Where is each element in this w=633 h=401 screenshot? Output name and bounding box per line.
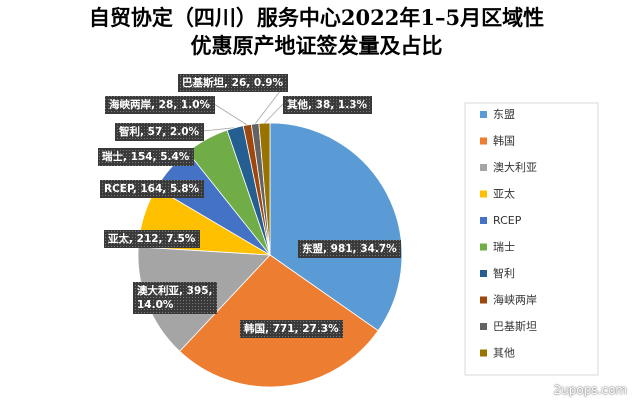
- legend-label-0: 东盟: [493, 108, 515, 121]
- legend-label-4: RCEP: [493, 214, 522, 227]
- data-label-bg-9: [283, 96, 372, 114]
- legend-box: [464, 102, 599, 376]
- data-label-text-9-0: 其他, 38, 1.3%: [287, 98, 368, 111]
- pie-slice-0: [269, 122, 403, 332]
- data-label-text-8-0: 巴基斯坦, 26, 0.9%: [182, 76, 284, 89]
- data-label-text-6-0: 智利, 57, 2.0%: [118, 125, 200, 138]
- data-label-3: 亚太, 212, 7.5%: [104, 230, 200, 248]
- data-label-text-3-0: 亚太, 212, 7.5%: [108, 232, 196, 245]
- data-label-bg-8: [178, 74, 288, 92]
- data-label-4: RCEP, 164, 5.8%: [100, 180, 204, 198]
- data-label-7: 海峡两岸, 28, 1.0%: [105, 96, 215, 114]
- data-label-bg-0: [298, 240, 401, 258]
- legend-swatch-9: [480, 349, 487, 357]
- data-label-0: 东盟, 981, 34.7%: [298, 240, 401, 258]
- legend-swatch-8: [480, 323, 487, 330]
- legend-swatch-4: [480, 217, 487, 224]
- legend-swatch-0: [480, 111, 487, 118]
- data-label-text-5-0: 瑞士, 154, 5.4%: [102, 150, 190, 163]
- chart-title-line1: 自贸协定（四川）服务中心2022年1–5月区域性: [88, 5, 545, 30]
- data-label-6: 智利, 57, 2.0%: [115, 123, 204, 141]
- legend-swatch-3: [480, 190, 487, 198]
- legend-label-3: 亚太: [493, 188, 515, 201]
- pie-slice-9: [258, 122, 271, 256]
- data-label-text-7-0: 海峡两岸, 28, 1.0%: [109, 98, 211, 111]
- data-label-8: 巴基斯坦, 26, 0.9%: [178, 74, 288, 92]
- data-label-bg-7: [105, 96, 215, 114]
- data-label-text-0-0: 东盟, 981, 34.7%: [302, 242, 397, 255]
- data-label-bg-5: [98, 148, 194, 166]
- legend-label-9: 其他: [493, 347, 515, 360]
- leader-line-7: [213, 103, 248, 126]
- legend-label-2: 澳大利亚: [493, 160, 537, 174]
- data-label-2: 澳大利亚, 395, 14.0%: [133, 282, 217, 314]
- data-label-9: 其他, 38, 1.3%: [283, 96, 372, 114]
- legend-label-8: 巴基斯坦: [493, 319, 537, 333]
- legend-label-1: 韩国: [493, 134, 515, 148]
- data-label-5: 瑞士, 154, 5.4%: [98, 148, 194, 166]
- data-label-bg-4: [100, 180, 204, 198]
- legend-swatch-2: [480, 164, 487, 171]
- data-label-text-1-0: 韩国, 771, 27.3%: [244, 322, 339, 335]
- legend-swatch-1: [480, 137, 487, 145]
- chart-title-line2: 优惠原产地证签发量及占比: [190, 33, 443, 58]
- data-label-text-2-0: 澳大利亚, 395,: [137, 284, 213, 297]
- data-label-bg-2: [133, 282, 217, 314]
- data-label-1: 韩国, 771, 27.3%: [240, 320, 343, 338]
- data-label-text-4-0: RCEP, 164, 5.8%: [104, 183, 200, 195]
- data-label-bg-3: [104, 230, 200, 248]
- legend-label-7: 海峡两岸: [493, 293, 537, 307]
- chart-title: 自贸协定（四川）服务中心2022年1–5月区域性 优惠原产地证签发量及占比: [0, 4, 633, 60]
- data-label-bg-6: [115, 123, 204, 141]
- legend-label-5: 瑞士: [493, 240, 515, 254]
- legend-swatch-5: [480, 243, 487, 251]
- watermark: 2upops.com: [553, 383, 627, 397]
- legend-swatch-6: [480, 270, 487, 277]
- legend-label-6: 智利: [493, 266, 515, 280]
- data-label-text-2-1: 14.0%: [137, 299, 174, 311]
- data-label-bg-1: [240, 320, 343, 338]
- leader-line-6: [202, 127, 236, 132]
- leader-line-9: [264, 103, 284, 124]
- legend-swatch-7: [480, 296, 487, 304]
